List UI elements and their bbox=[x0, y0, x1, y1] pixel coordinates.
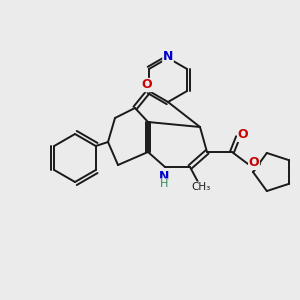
Text: O: O bbox=[238, 128, 248, 142]
Text: H: H bbox=[160, 179, 168, 189]
Text: N: N bbox=[159, 169, 169, 182]
Text: O: O bbox=[249, 157, 259, 169]
Text: O: O bbox=[142, 79, 152, 92]
Text: CH₃: CH₃ bbox=[191, 182, 211, 192]
Text: N: N bbox=[163, 50, 173, 64]
